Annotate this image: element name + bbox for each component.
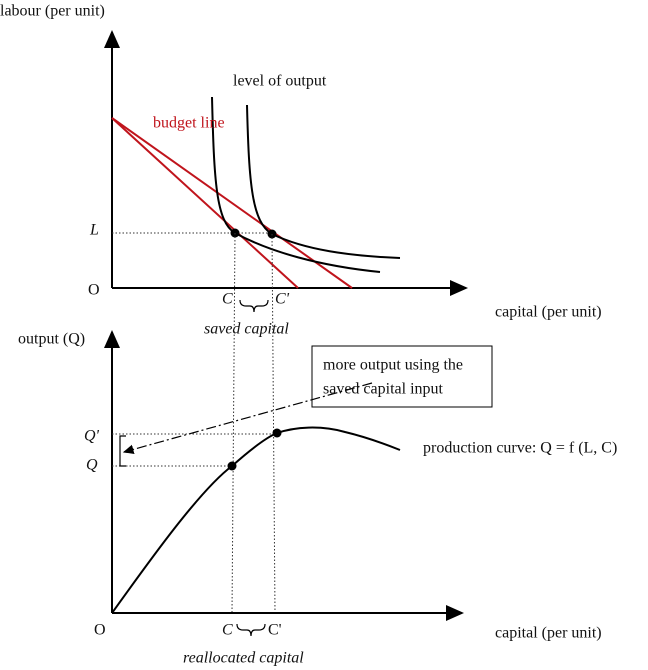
callout-box bbox=[311, 345, 493, 408]
production-curve bbox=[111, 426, 401, 614]
c-label: C bbox=[222, 291, 233, 308]
top-panel: labour (per unit) level of output budget… bbox=[0, 3, 602, 338]
brace bbox=[239, 299, 269, 313]
curve-label: production curve: Q = f (L, C) bbox=[423, 440, 617, 457]
guide-line bbox=[231, 232, 236, 614]
brace-label: reallocated capital bbox=[183, 650, 304, 667]
budget-label: budget line bbox=[153, 115, 225, 132]
q-prime-label: Q' bbox=[84, 428, 100, 445]
x-axis-label: capital (per unit) bbox=[495, 625, 602, 642]
point bbox=[272, 428, 282, 438]
bottom-panel: output (Q) more output using the saved c… bbox=[18, 330, 617, 667]
bracket bbox=[119, 435, 126, 467]
budget-line bbox=[111, 117, 353, 289]
brace-label: saved capital bbox=[204, 321, 289, 338]
isoquant bbox=[211, 96, 381, 273]
q-label: Q bbox=[86, 457, 98, 474]
c-prime-label: C' bbox=[275, 291, 290, 308]
y-axis-label: output (Q) bbox=[18, 331, 85, 348]
c-label: C bbox=[222, 622, 233, 639]
c-prime-label: C' bbox=[268, 622, 282, 639]
budget-line bbox=[111, 117, 299, 289]
guide-line bbox=[271, 233, 276, 614]
y-axis-label: labour (per unit) bbox=[0, 3, 105, 20]
callout-arrow bbox=[122, 382, 373, 455]
curve-label: level of output bbox=[233, 73, 327, 90]
origin-label: O bbox=[94, 622, 106, 639]
origin-label: O bbox=[88, 282, 100, 299]
callout-text: more output using the bbox=[323, 357, 463, 374]
brace bbox=[236, 623, 266, 637]
x-axis-label: capital (per unit) bbox=[495, 304, 602, 321]
point bbox=[227, 461, 237, 471]
callout-text: saved capital input bbox=[323, 381, 444, 398]
l-label: L bbox=[89, 222, 99, 239]
